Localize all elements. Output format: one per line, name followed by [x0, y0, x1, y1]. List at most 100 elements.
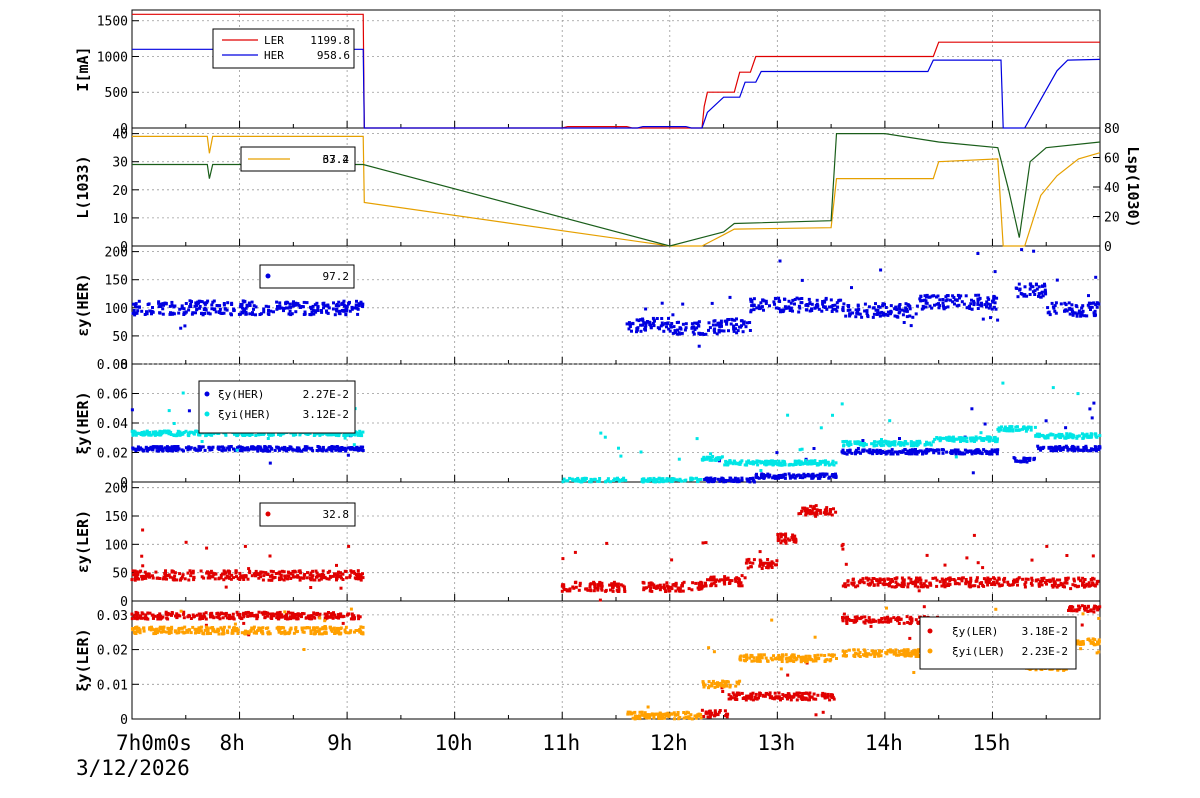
- data-point: [641, 323, 645, 327]
- data-point: [211, 571, 215, 575]
- data-point: [561, 480, 565, 484]
- data-point: [359, 300, 363, 304]
- data-point: [279, 433, 283, 437]
- data-point: [903, 441, 907, 445]
- data-point: [663, 587, 667, 591]
- data-point: [267, 445, 271, 449]
- data-point: [1070, 609, 1074, 613]
- data-point: [244, 632, 247, 636]
- data-point: [271, 612, 275, 616]
- data-point: [300, 612, 304, 615]
- data-point: [841, 440, 845, 444]
- data-point: [615, 478, 619, 482]
- data-point: [829, 510, 832, 514]
- data-point: [755, 459, 759, 463]
- data-point: [675, 332, 679, 336]
- data-point: [310, 575, 314, 579]
- data-point: [830, 695, 834, 699]
- data-point: [643, 479, 647, 483]
- data-point: [638, 714, 641, 718]
- data-point: [259, 446, 263, 450]
- data-point: [807, 698, 810, 702]
- data-point: [246, 614, 250, 618]
- data-point: [990, 448, 994, 452]
- data-point: [355, 299, 358, 303]
- data-point: [802, 507, 806, 511]
- data-point: [1058, 578, 1062, 582]
- data-point: [263, 611, 267, 615]
- data-point: [649, 581, 653, 585]
- data-point: [266, 573, 270, 576]
- data-point: [144, 616, 147, 620]
- data-point: [295, 446, 299, 450]
- data-point: [179, 609, 183, 613]
- data-point: [781, 533, 785, 537]
- data-point: [282, 578, 286, 582]
- data-point: [707, 328, 710, 332]
- data-point: [209, 632, 212, 635]
- data-point: [782, 694, 786, 698]
- data-point: [856, 447, 860, 450]
- data-point: [146, 446, 150, 450]
- data-point: [256, 629, 260, 633]
- data-point: [218, 617, 222, 621]
- data-point: [975, 576, 979, 580]
- data-point: [898, 310, 902, 314]
- data-point: [903, 440, 907, 443]
- data-point: [255, 616, 259, 620]
- data-point: [841, 618, 845, 622]
- data-point: [261, 632, 265, 636]
- data-point: [772, 300, 776, 304]
- data-point: [848, 312, 852, 316]
- data-point: [988, 304, 992, 308]
- data-point: [204, 434, 208, 438]
- data-point: [758, 550, 762, 554]
- data-point: [881, 302, 885, 306]
- data-point: [244, 629, 247, 633]
- data-point: [948, 579, 952, 583]
- data-point: [173, 574, 177, 578]
- data-point: [1093, 312, 1097, 316]
- data-point: [1087, 581, 1091, 585]
- data-point: [919, 299, 923, 303]
- data-point: [937, 306, 941, 310]
- data-point: [818, 509, 822, 512]
- data-point: [343, 308, 347, 312]
- data-point: [722, 580, 726, 584]
- data-point: [353, 306, 357, 310]
- data-point: [169, 311, 172, 315]
- data-point: [935, 295, 938, 299]
- data-point: [337, 629, 341, 633]
- data-point: [674, 582, 678, 586]
- data-point: [332, 433, 336, 437]
- data-point: [183, 577, 187, 581]
- data-point: [806, 461, 810, 465]
- data-point: [1076, 392, 1080, 396]
- x-tick-label: 10h: [435, 731, 473, 755]
- data-point: [1045, 582, 1048, 586]
- data-point: [616, 585, 620, 589]
- data-point: [988, 450, 992, 454]
- data-point: [758, 564, 762, 568]
- data-point: [627, 327, 631, 331]
- data-point: [568, 589, 572, 593]
- data-point: [764, 463, 768, 467]
- data-point: [308, 573, 312, 577]
- data-point: [1086, 303, 1090, 307]
- data-point: [768, 473, 772, 477]
- data-point: [924, 299, 928, 303]
- data-point: [1030, 583, 1034, 587]
- data-point: [172, 305, 176, 309]
- data-point: [913, 450, 917, 454]
- data-point: [1077, 311, 1081, 315]
- data-point: [1010, 583, 1014, 587]
- data-point: [747, 557, 751, 561]
- data-point: [356, 307, 360, 311]
- data-point: [834, 472, 837, 476]
- data-point: [316, 305, 320, 309]
- data-point: [882, 440, 885, 444]
- data-point: [302, 300, 306, 304]
- data-point: [842, 302, 846, 306]
- data-point: [359, 576, 363, 580]
- data-point: [981, 317, 985, 321]
